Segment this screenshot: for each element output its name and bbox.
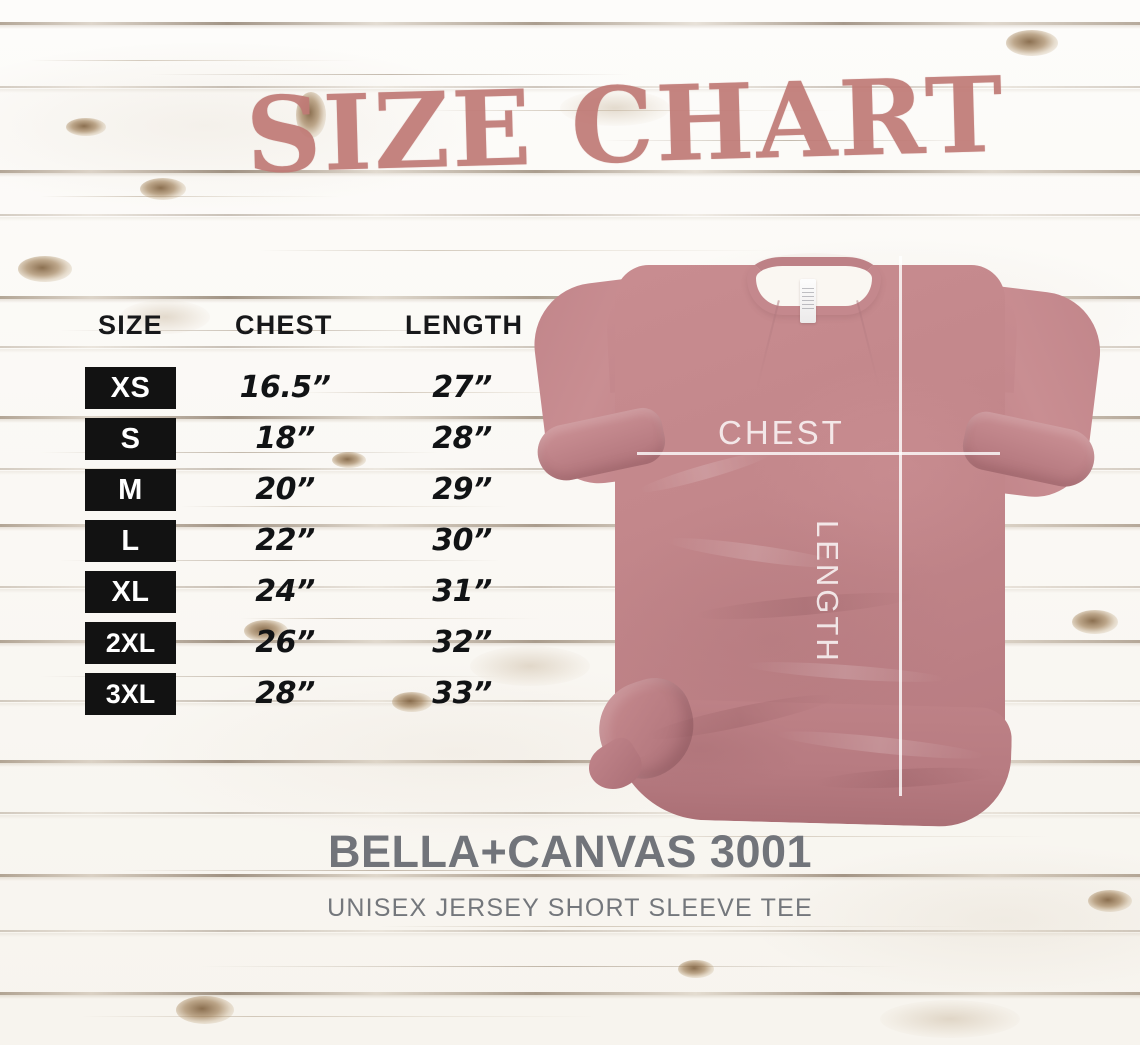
table-row: M 20” 29” <box>0 469 560 511</box>
length-value: 32” <box>432 625 492 660</box>
table-row: XL 24” 31” <box>0 571 560 613</box>
table-row: 2XL 26” 32” <box>0 622 560 664</box>
size-badge: 3XL <box>85 673 176 715</box>
chest-value: 28” <box>255 676 315 711</box>
table-row: XS 16.5” 27” <box>0 367 560 409</box>
chest-value: 16.5” <box>239 370 331 405</box>
chest-value: 20” <box>255 472 315 507</box>
length-value: 31” <box>432 574 492 609</box>
chest-measurement-line <box>637 452 1000 455</box>
column-header-size: SIZE <box>98 310 163 340</box>
length-value: 27” <box>432 370 492 405</box>
chest-value: 24” <box>255 574 315 609</box>
chest-value: 18” <box>255 421 315 456</box>
length-value: 28” <box>432 421 492 456</box>
size-badge: L <box>85 520 176 562</box>
length-value: 29” <box>432 472 492 507</box>
size-badge: M <box>85 469 176 511</box>
size-badge: XL <box>85 571 176 613</box>
tshirt-photo <box>515 245 1135 829</box>
table-row: 3XL 28” 33” <box>0 673 560 715</box>
size-table: SIZE CHEST LENGTH XS 16.5” 27” S 18” 28”… <box>0 0 560 730</box>
length-measurement-line <box>899 256 902 796</box>
chest-value: 26” <box>255 625 315 660</box>
brand-name: BELLA+CANVAS 3001 <box>327 826 813 877</box>
table-row: L 22” 30” <box>0 520 560 562</box>
size-badge: XS <box>85 367 176 409</box>
length-overlay-label: LENGTH <box>810 520 845 664</box>
table-row: S 18” 28” <box>0 418 560 460</box>
length-value: 30” <box>432 523 492 558</box>
product-subtitle: UNISEX JERSEY SHORT SLEEVE TEE <box>327 894 813 922</box>
size-badge: 2XL <box>85 622 176 664</box>
chest-value: 22” <box>255 523 315 558</box>
size-badge: S <box>85 418 176 460</box>
column-header-chest: CHEST <box>235 310 333 340</box>
chest-overlay-label: CHEST <box>718 414 845 451</box>
shirt-neck-tag <box>800 279 816 323</box>
column-header-length: LENGTH <box>405 310 524 340</box>
length-value: 33” <box>432 676 492 711</box>
